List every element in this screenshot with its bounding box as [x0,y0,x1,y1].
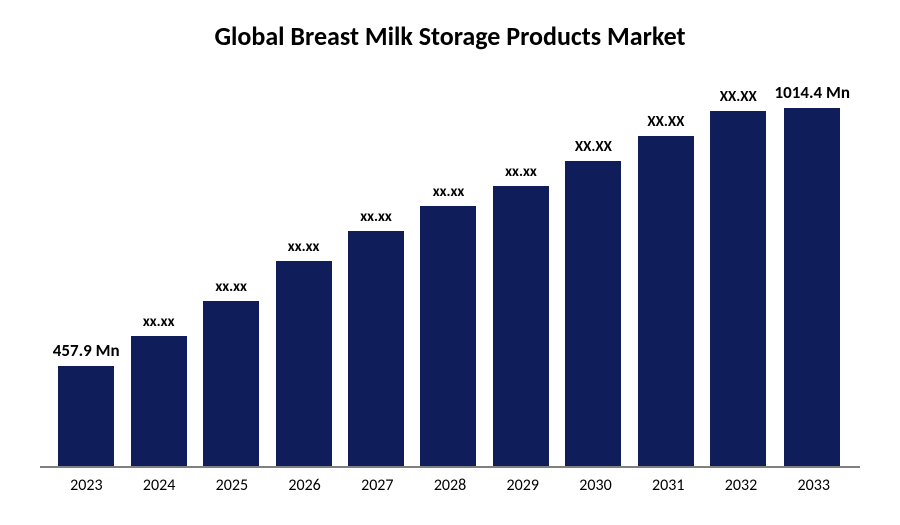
bar-group: xx.xx [267,82,339,466]
chart-plot-area: 457.9 Mn xx.xx xx.xx xx.xx xx.xx xx.xx xx.xx XX… [40,82,860,468]
x-axis-label: 2031 [632,476,705,495]
bar-group: XX.XX [557,82,629,466]
x-axis-label: 2033 [777,476,850,495]
x-axis-label: 2028 [414,476,487,495]
bar-value-label: 457.9 Mn [53,340,120,361]
bar-value-label: xx.xx [360,208,392,226]
bar-value-label: 1014.4 Mn [775,82,850,103]
bar-group: 457.9 Mn [50,82,122,466]
bar-value-label: XX.XX [575,138,612,156]
bar-group: xx.xx [412,82,484,466]
bar [710,111,766,466]
x-axis-label: 2029 [486,476,559,495]
bar [348,231,404,466]
bar-group: xx.xx [485,82,557,466]
bar [638,136,694,466]
chart-container: Global Breast Milk Storage Products Mark… [0,0,900,525]
bar [203,301,259,466]
bar-value-label: xx.xx [505,163,537,181]
chart-title: Global Breast Milk Storage Products Mark… [40,20,860,52]
bar-value-label: xx.xx [215,278,247,296]
bar-value-label: XX.XX [720,88,757,106]
x-axis-label: 2023 [50,476,123,495]
bar-value-label: xx.xx [288,238,320,256]
bar-value-label: xx.xx [433,183,465,201]
bar [276,261,332,466]
x-axis-label: 2032 [705,476,778,495]
bar-group: xx.xx [340,82,412,466]
bar [420,206,476,466]
bar-group: XX.XX [702,82,774,466]
x-axis-label: 2030 [559,476,632,495]
x-axis-label: 2026 [268,476,341,495]
bar [784,108,840,466]
bar-group: XX.XX [630,82,702,466]
x-axis-label: 2025 [195,476,268,495]
bar [565,161,621,466]
x-axis: 2023202420252026202720282029203020312032… [40,468,860,495]
x-axis-label: 2027 [341,476,414,495]
bar-group: 1014.4 Mn [775,82,850,466]
bar-group: xx.xx [122,82,194,466]
bar-group: xx.xx [195,82,267,466]
bar [58,366,114,466]
bar [493,186,549,466]
bar-value-label: XX.XX [647,113,684,131]
bar-value-label: xx.xx [143,313,175,331]
bar [131,336,187,466]
x-axis-label: 2024 [123,476,196,495]
